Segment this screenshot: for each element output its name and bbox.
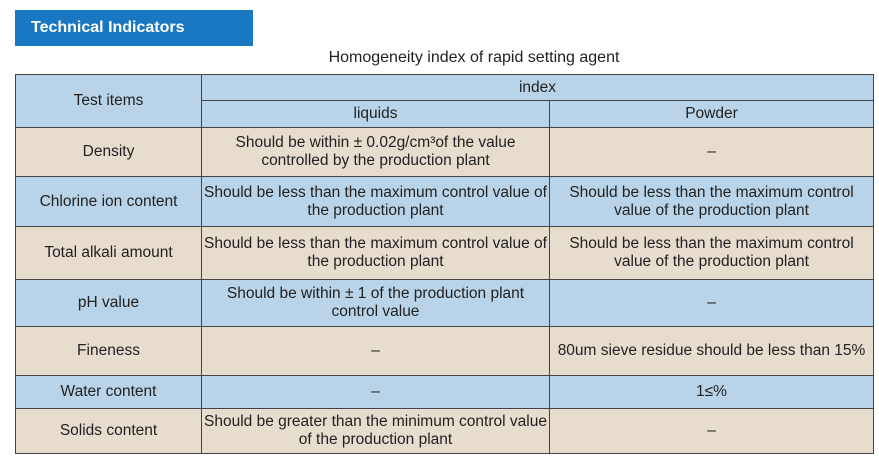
header-row: liquids Powder	[16, 100, 874, 128]
value-cell: –	[549, 408, 874, 454]
header-cell: Powder	[549, 100, 874, 128]
header-cell: liquids	[201, 100, 550, 128]
data-row: Chlorine ion content Should be less than …	[15, 176, 874, 227]
value-cell: –	[201, 375, 550, 409]
data-row: Solids content Should be greater than the…	[15, 408, 874, 454]
header-cell: index	[201, 74, 874, 101]
data-row: Fineness –80um sieve residue should be le…	[15, 326, 874, 376]
indicator-table: Test items index liquids Powder Density S…	[15, 74, 874, 454]
header-row: Test items index	[15, 74, 874, 128]
data-row: pH value Should be within ± 1 of the prod…	[15, 279, 874, 327]
value-cell: Should be less than the maximum control …	[549, 226, 874, 280]
section-title: Technical Indicators	[15, 10, 253, 46]
item-cell: Solids content	[15, 408, 202, 454]
item-cell: Total alkali amount	[15, 226, 202, 280]
value-cell: 80um sieve residue should be less than 1…	[549, 326, 874, 376]
value-cell: Should be less than the maximum control …	[201, 226, 550, 280]
value-cell: Should be within ± 1 of the production p…	[201, 279, 550, 327]
value-cell: 1≤%	[549, 375, 874, 409]
item-cell: Water content	[15, 375, 202, 409]
item-cell: Density	[15, 127, 202, 177]
item-cell: Fineness	[15, 326, 202, 376]
value-cell: –	[549, 127, 874, 177]
data-row: Total alkali amount Should be less than t…	[15, 226, 874, 280]
value-cell: –	[201, 326, 550, 376]
value-cell: Should be less than the maximum control …	[549, 176, 874, 227]
data-row: Water content –1≤%	[15, 375, 874, 409]
value-cell: Should be less than the maximum control …	[201, 176, 550, 227]
item-cell: Chlorine ion content	[15, 176, 202, 227]
value-cell: –	[549, 279, 874, 327]
table-caption: Homogeneity index of rapid setting agent	[328, 49, 620, 66]
header-cell: Test items	[15, 74, 202, 128]
value-cell: Should be greater than the minimum contr…	[201, 408, 550, 454]
data-row: Density Should be within ± 0.02g/cm³of th…	[15, 127, 874, 177]
value-cell: Should be within ± 0.02g/cm³of the value…	[201, 127, 550, 177]
item-cell: pH value	[15, 279, 202, 327]
